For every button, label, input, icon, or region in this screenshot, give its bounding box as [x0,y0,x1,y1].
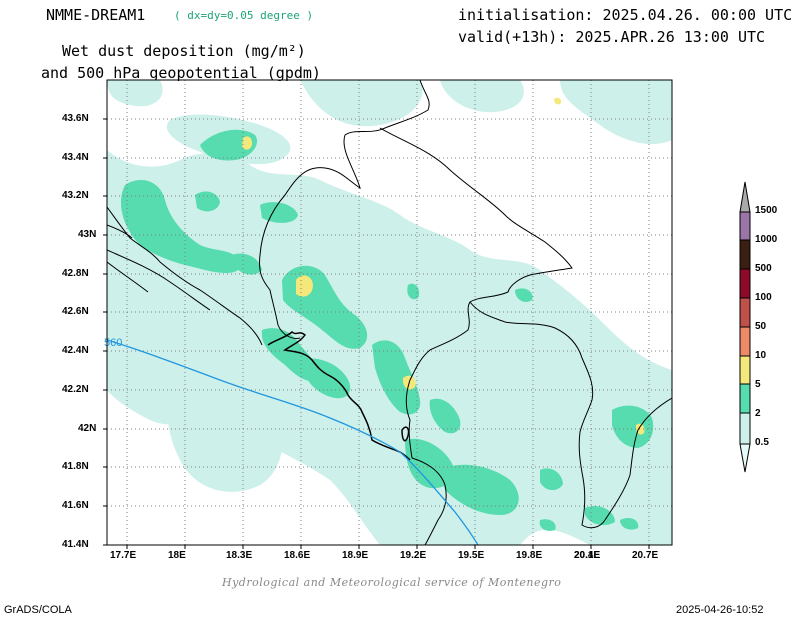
map-title-line1: Wet dust deposition (mg/m²) [62,42,306,60]
resolution-label: ( dx=dy=0.05 degree ) [174,9,314,22]
contour-label: 560 [104,337,122,349]
lon-tick-label: 17.7E [110,550,137,561]
legend-swatch-5 [739,268,751,299]
lon-tick-label: 18.6E [284,550,311,561]
lon-tick-label: 20.7E [632,550,659,561]
legend-label: 100 [755,292,772,303]
render-timestamp: 2025-04-26-10:52 [676,604,764,616]
map-title-line2: and 500 hPa geopotential (gpdm) [41,64,321,82]
lat-tick-label: 43.4N [62,152,89,163]
lat-tick-label: 41.4N [62,539,89,550]
credit-text: Hydrological and Meteorological service … [222,576,562,589]
model-name: NMME-DREAM1 [46,6,146,24]
lat-tick-label: 43.6N [62,113,89,124]
lon-tick-label: 18.9E [342,550,369,561]
legend-label: 500 [755,263,772,274]
legend-swatch-0 [739,412,751,445]
legend-swatch-1 [739,383,751,414]
legend-label: 0.5 [755,437,769,448]
lat-tick-label: 41.8N [62,461,89,472]
lat-tick-label: 42.4N [62,345,89,356]
legend-label: 5 [755,379,761,390]
lat-tick-label: 42.2N [62,384,89,395]
lat-tick-label: 42N [78,423,97,434]
legend-label: 50 [755,321,767,332]
legend-swatch-6 [739,239,751,270]
legend-label: 1500 [755,205,778,216]
valid-time: valid(+13h): 2025.APR.26 13:00 UTC [458,28,766,46]
lat-tick-label: 41.6N [62,500,89,511]
legend-label: 1000 [755,234,778,245]
lon-tick-label: 18E [168,550,186,561]
legend-swatch-7 [739,211,751,241]
lon-tick-label: 18.3E [226,550,253,561]
lat-tick-label: 42.8N [62,268,89,279]
lon-tick-label: 20.4E [574,550,601,561]
dust-deposition-field [107,80,672,545]
grid-lines [107,80,672,545]
country-borders [107,80,672,545]
legend-lower-arrow [739,443,751,473]
legend-label: 2 [755,408,761,419]
software-label: GrADS/COLA [4,604,72,616]
legend-label: 10 [755,350,767,361]
legend-swatch-3 [739,326,751,357]
lon-tick-label: 19.2E [400,550,427,561]
lon-tick-label: 19.5E [458,550,485,561]
lon-tick-label: 20.1E [574,550,601,561]
lon-tick-label: 19.8E [516,550,543,561]
legend-swatch-2 [739,355,751,385]
coastline [267,330,411,461]
geopotential-contour [107,339,479,545]
lat-tick-label: 43N [78,229,97,240]
lat-tick-label: 42.6N [62,306,89,317]
legend-swatch-4 [739,297,751,328]
legend-upper-arrow [739,181,751,213]
init-time: initialisation: 2025.04.26. 00:00 UTC [458,6,793,24]
legend-colorbar [739,181,751,473]
lat-tick-label: 43.2N [62,190,89,201]
axis-ticks [103,118,650,549]
